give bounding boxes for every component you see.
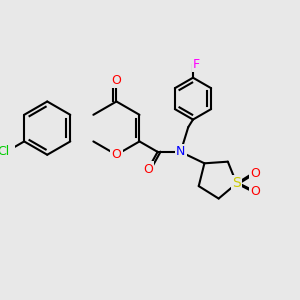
Text: F: F bbox=[193, 58, 200, 71]
Text: O: O bbox=[112, 148, 122, 161]
Text: S: S bbox=[232, 176, 241, 190]
Text: N: N bbox=[176, 146, 185, 158]
Text: O: O bbox=[112, 74, 122, 87]
Text: O: O bbox=[250, 184, 260, 198]
Text: O: O bbox=[143, 163, 153, 176]
Text: Cl: Cl bbox=[0, 146, 9, 158]
Text: O: O bbox=[250, 167, 260, 180]
